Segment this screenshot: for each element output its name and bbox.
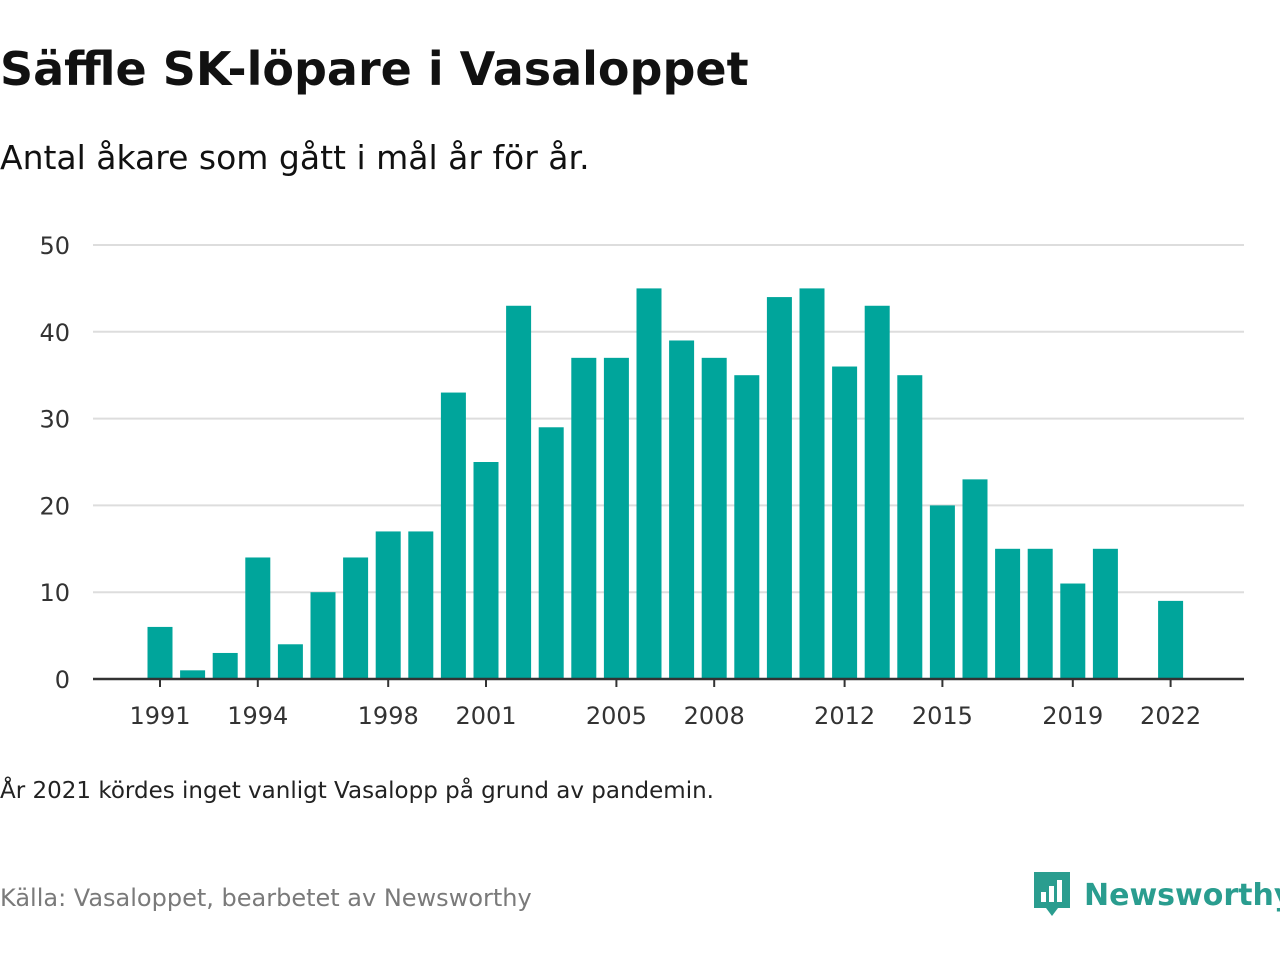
source-credit: Källa: Vasaloppet, bearbetet av Newswort… xyxy=(0,884,532,912)
y-tick-label-40: 40 xyxy=(39,319,70,347)
y-tick-label-30: 30 xyxy=(39,406,70,434)
newsworthy-logo-text: Newsworthy xyxy=(1084,877,1280,913)
y-axis-ticks: 0 10 20 30 40 50 xyxy=(39,232,70,694)
y-tick-label-20: 20 xyxy=(39,492,70,520)
x-tick-label-2005: 2005 xyxy=(586,702,647,730)
chart-footnote: År 2021 kördes inget vanligt Vasalopp på… xyxy=(0,778,714,804)
bar-2007 xyxy=(669,340,695,679)
y-tick-label-0: 0 xyxy=(55,666,70,694)
x-tick-label-2022: 2022 xyxy=(1140,702,1201,730)
bar-1999 xyxy=(408,531,434,679)
y-tick-label-10: 10 xyxy=(39,579,70,607)
bar-2001 xyxy=(473,462,499,679)
bar-2009 xyxy=(734,375,760,679)
y-tick-label-50: 50 xyxy=(39,232,70,260)
bar-2012 xyxy=(832,366,858,679)
bar-2014 xyxy=(897,375,923,679)
x-tick-label-2008: 2008 xyxy=(684,702,745,730)
x-tick-label-2001: 2001 xyxy=(455,702,516,730)
bar-1998 xyxy=(375,531,401,679)
bar-2005 xyxy=(603,357,629,679)
chart-title: Säffle SK-löpare i Vasaloppet xyxy=(0,42,749,96)
newsworthy-logo: Newsworthy xyxy=(1032,870,1280,920)
x-tick-label-1998: 1998 xyxy=(358,702,419,730)
bar-2015 xyxy=(929,505,955,679)
bars xyxy=(147,288,1184,679)
bar-2022 xyxy=(1158,600,1184,679)
bar-1997 xyxy=(343,557,369,679)
bar-2018 xyxy=(1027,548,1053,679)
chart-subtitle: Antal åkare som gått i mål år för år. xyxy=(0,138,590,177)
x-tick-label-2012: 2012 xyxy=(814,702,875,730)
x-tick-label-2015: 2015 xyxy=(912,702,973,730)
x-tick-label-1991: 1991 xyxy=(129,702,190,730)
bar-2019 xyxy=(1060,583,1086,679)
bar-2003 xyxy=(538,427,564,679)
bar-1996 xyxy=(310,592,336,679)
x-tick-label-1994: 1994 xyxy=(227,702,288,730)
bar-2013 xyxy=(864,305,890,679)
x-tick-label-2019: 2019 xyxy=(1042,702,1103,730)
bar-1993 xyxy=(212,652,238,679)
gridlines xyxy=(93,244,1244,594)
bar-2010 xyxy=(766,297,792,679)
bar-1992 xyxy=(180,670,206,679)
bar-2004 xyxy=(571,357,597,679)
bar-chart: 0 10 20 30 40 50 1991 1994 1998 2001 2005 2008 2012… xyxy=(39,232,1244,730)
bar-2006 xyxy=(636,288,662,679)
bar-2016 xyxy=(962,479,988,679)
bar-2002 xyxy=(506,305,532,679)
bar-1994 xyxy=(245,557,271,679)
bar-2020 xyxy=(1092,548,1118,679)
bar-1991 xyxy=(147,626,173,679)
bar-1995 xyxy=(277,644,303,679)
bar-2011 xyxy=(799,288,825,679)
x-axis-ticks: 1991 1994 1998 2001 2005 2008 2012 2015 2019 2022 xyxy=(129,679,1201,730)
bar-2008 xyxy=(701,357,727,679)
bar-2000 xyxy=(440,392,466,679)
bar-2017 xyxy=(995,548,1021,679)
newsworthy-logo-icon xyxy=(1034,872,1070,916)
